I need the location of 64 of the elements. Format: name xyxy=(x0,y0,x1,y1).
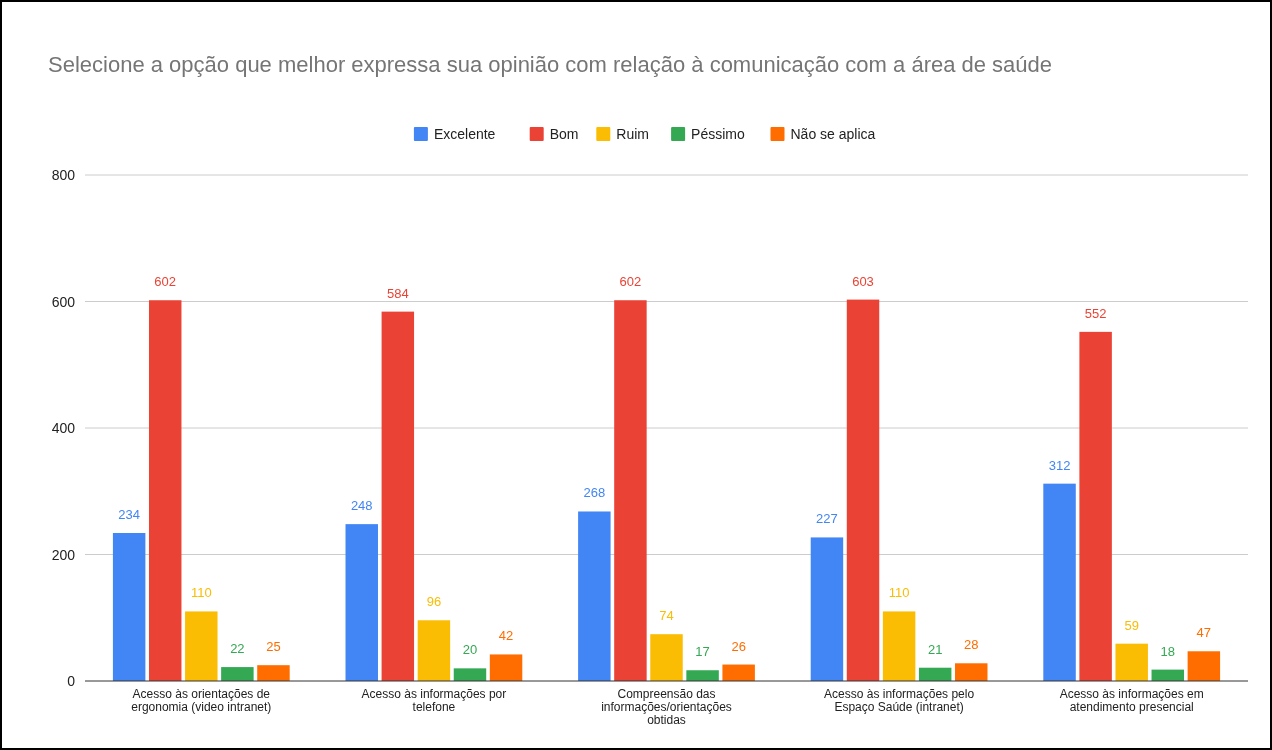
data-label: 42 xyxy=(498,628,514,644)
legend-label: Ruim xyxy=(616,126,649,142)
bar xyxy=(614,300,647,681)
bar xyxy=(882,611,916,681)
bar xyxy=(1187,651,1221,681)
data-label: 47 xyxy=(1196,625,1212,641)
bar xyxy=(257,665,290,681)
bar xyxy=(810,537,844,681)
bar xyxy=(578,511,611,681)
x-tick-label: Acesso às informações em atendimento presencial xyxy=(1059,687,1204,714)
bar xyxy=(1079,331,1112,681)
x-tick-label: Acesso às informações pelo Espaço Saúde (intranet) xyxy=(824,687,975,714)
y-tick-label: 800 xyxy=(51,167,76,183)
bar xyxy=(846,299,880,681)
bar xyxy=(345,524,378,681)
bar xyxy=(955,663,988,681)
data-label: 602 xyxy=(154,274,177,290)
data-label: 552 xyxy=(1084,305,1107,321)
chart-title: Selecione a opção que melhor expressa sua opinião com relação à comunicação com a área de saúde xyxy=(48,52,1053,77)
bar xyxy=(112,533,146,681)
bar xyxy=(722,664,755,681)
bar xyxy=(1115,643,1148,681)
y-tick-label: 600 xyxy=(51,293,76,310)
legend-label: Não se aplica xyxy=(790,126,876,142)
data-label: 110 xyxy=(190,585,212,601)
data-label: 603 xyxy=(852,273,874,289)
bar xyxy=(185,611,218,681)
y-tick-label: 400 xyxy=(51,420,76,436)
data-label: 268 xyxy=(583,485,606,501)
data-label: 584 xyxy=(386,285,409,301)
bar xyxy=(417,620,451,681)
data-label: 312 xyxy=(1048,457,1071,473)
data-label: 110 xyxy=(888,585,910,601)
y-tick-label: 200 xyxy=(51,546,76,563)
data-label: 25 xyxy=(266,639,281,655)
bar xyxy=(1043,483,1076,681)
bar xyxy=(148,300,182,681)
data-label: 26 xyxy=(731,638,746,654)
data-label: 248 xyxy=(350,498,373,514)
data-label: 227 xyxy=(816,511,838,527)
data-label: 17 xyxy=(695,644,710,660)
legend-label: Péssimo xyxy=(691,126,745,142)
x-tick-label: Acesso às orientações de ergonomia (video intranet) xyxy=(131,687,272,714)
legend-label: Excelente xyxy=(433,126,496,142)
data-label: 21 xyxy=(927,641,943,657)
bar xyxy=(489,654,523,681)
data-label: 59 xyxy=(1124,617,1139,633)
data-label: 20 xyxy=(462,642,478,658)
bar xyxy=(650,634,683,681)
data-label: 234 xyxy=(118,506,140,522)
data-label: 602 xyxy=(619,274,642,290)
bar xyxy=(453,668,487,681)
legend-label: Bom xyxy=(549,126,579,142)
data-label: 18 xyxy=(1160,643,1176,659)
data-label: 74 xyxy=(659,608,674,624)
bar xyxy=(221,667,254,681)
data-label: 28 xyxy=(964,637,979,653)
x-tick-label: Acesso às informações por telefone xyxy=(361,687,507,714)
bar xyxy=(686,670,719,681)
bar xyxy=(381,311,415,681)
y-tick-label: 0 xyxy=(67,673,76,689)
data-label: 96 xyxy=(426,594,442,610)
x-tick-label: Compreensão das informações/orientações obtidas xyxy=(601,687,732,727)
data-label: 22 xyxy=(230,641,245,657)
